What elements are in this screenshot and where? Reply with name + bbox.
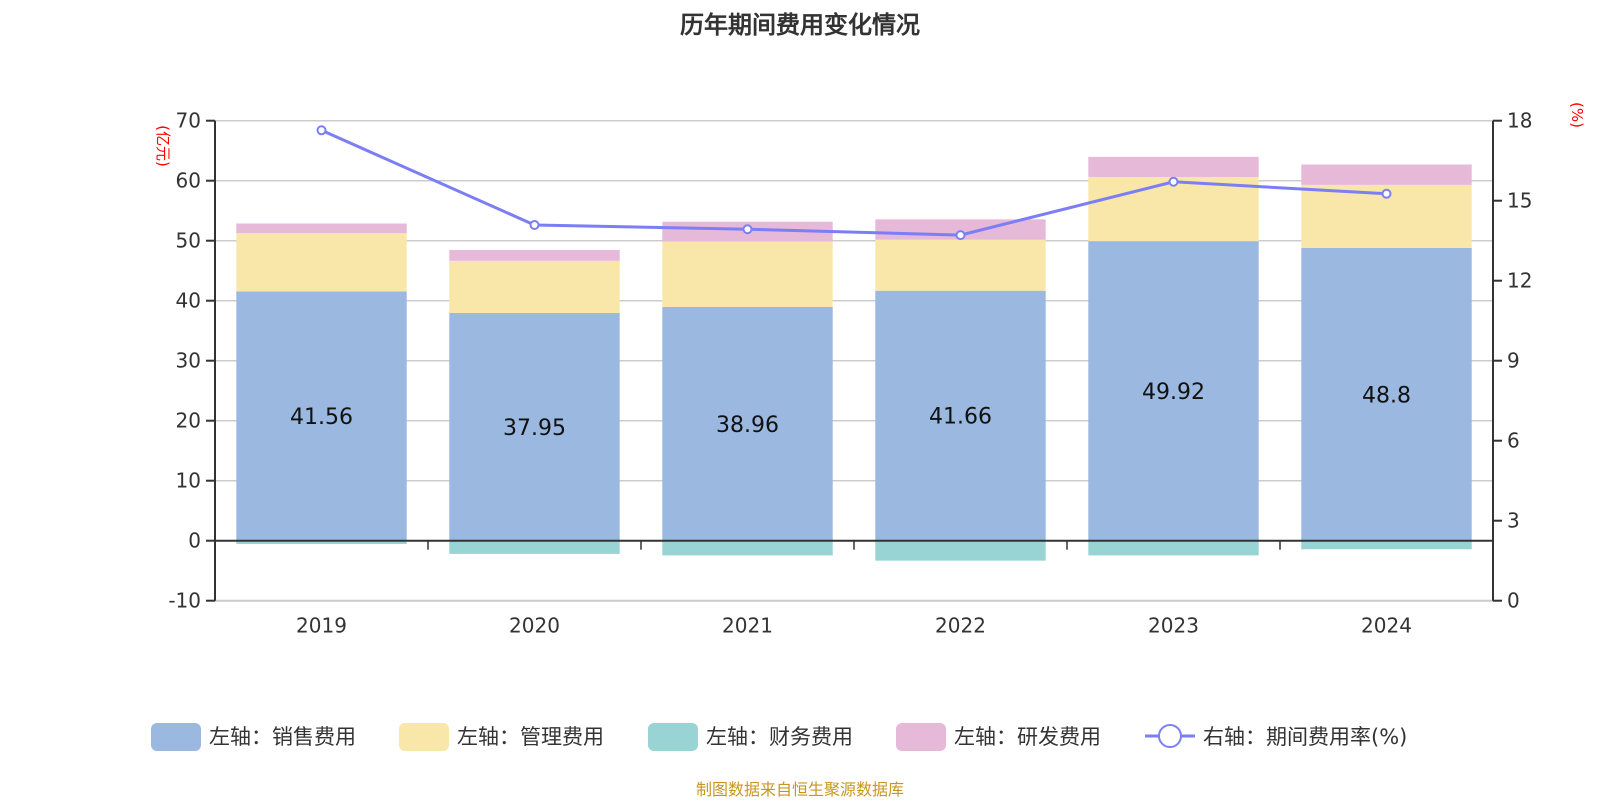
right-tick-label: 6 (1507, 429, 1520, 453)
bar-2019-s2 (236, 540, 407, 544)
bar-2023-s3 (1088, 156, 1259, 177)
left-tick-label: 50 (176, 229, 201, 253)
bar-2024-s2 (1301, 540, 1472, 550)
rate-point-2019 (316, 125, 327, 136)
bar-label: 48.8 (1362, 383, 1411, 408)
bar-2020-s1 (449, 260, 620, 313)
rate-point-2022 (955, 230, 966, 241)
bar-2019-s1 (236, 233, 407, 292)
left-tick-label: 10 (176, 469, 201, 493)
rate-point-2020 (529, 219, 540, 230)
bar-2019-s0 (236, 291, 407, 541)
legend-marker-icon (1158, 724, 1182, 748)
legend-swatch (151, 723, 201, 751)
bar-label: 49.92 (1142, 380, 1205, 405)
legend-item[interactable]: 左轴：销售费用 (151, 723, 356, 751)
bar-label: 37.95 (503, 416, 566, 441)
x-tick-label: 2023 (1148, 614, 1199, 638)
data-labels: 41.56 37.95 38.96 41.66 49.92 48.8 (290, 380, 1411, 441)
bar-2023-s2 (1088, 540, 1259, 556)
footer-source: 制图数据来自恒生聚源数据库 (696, 780, 904, 799)
bar-2021-s0 (662, 306, 833, 541)
bar-2021-s2 (662, 540, 833, 556)
bar-2020-s2 (449, 540, 620, 554)
legend-label: 左轴：财务费用 (706, 725, 853, 749)
legend-swatch (648, 723, 698, 751)
chart-title: 历年期间费用变化情况 (680, 11, 920, 39)
bars (236, 156, 1472, 561)
x-tick-label: 2020 (509, 614, 560, 638)
bar-2022-s0 (875, 290, 1046, 541)
x-tick-label: 2022 (935, 614, 986, 638)
left-tick-label: 70 (176, 109, 201, 133)
bar-2024-s0 (1301, 247, 1472, 541)
bar-2023-s1 (1088, 176, 1259, 242)
right-tick-label: 18 (1507, 109, 1532, 133)
x-tick-label: 2021 (722, 614, 773, 638)
legend-label: 左轴：管理费用 (457, 725, 604, 749)
x-tick-label: 2024 (1361, 614, 1412, 638)
right-tick-label: 0 (1507, 589, 1520, 613)
bar-2019-s3 (236, 223, 407, 234)
bar-2020-s0 (449, 313, 620, 541)
rate-line (316, 125, 1392, 241)
right-tick-label: 12 (1507, 269, 1532, 293)
bar-2023-s0 (1088, 241, 1259, 541)
left-tick-label: 40 (176, 289, 201, 313)
legend-label: 左轴：销售费用 (209, 725, 356, 749)
legend-label: 左轴：研发费用 (954, 725, 1101, 749)
right-tick-label: 9 (1507, 349, 1520, 373)
bar-label: 38.96 (716, 413, 779, 438)
bar-2021-s1 (662, 241, 833, 307)
left-tick-label: 30 (176, 349, 201, 373)
bar-2024-s3 (1301, 164, 1472, 185)
right-axis-unit: (%) (1568, 102, 1586, 128)
legend-label: 右轴：期间费用率(%) (1203, 725, 1407, 749)
axes: -10 0 10 20 30 40 50 60 70 0 3 6 9 12 15 18 2019 2020 2021… (168, 109, 1532, 638)
left-axis-unit: (亿元) (154, 125, 172, 167)
left-tick-label: 0 (188, 529, 201, 553)
bar-2020-s3 (449, 250, 620, 261)
left-tick-label: 60 (176, 169, 201, 193)
bar-label: 41.56 (290, 405, 353, 430)
bar-label: 41.66 (929, 405, 992, 430)
rate-point-2023 (1168, 176, 1179, 187)
rate-point-2021 (742, 224, 753, 235)
grid (215, 119, 1493, 602)
legend-item[interactable]: 左轴：财务费用 (648, 723, 853, 751)
legend-item[interactable]: 左轴：管理费用 (399, 723, 604, 751)
x-tick-label: 2019 (296, 614, 347, 638)
right-tick-label: 15 (1507, 189, 1532, 213)
legend-swatch (399, 723, 449, 751)
legend: 左轴：销售费用 左轴：管理费用 左轴：财务费用 左轴：研发费用 右轴：期间费用率(%) (151, 723, 1407, 751)
legend-item[interactable]: 左轴：研发费用 (896, 723, 1101, 751)
right-tick-label: 3 (1507, 509, 1520, 533)
left-tick-label: 20 (176, 409, 201, 433)
rate-point-2024 (1381, 188, 1392, 199)
left-tick-label: -10 (168, 589, 201, 613)
legend-item[interactable]: 右轴：期间费用率(%) (1145, 724, 1407, 749)
rate-line-path (320, 128, 1387, 237)
bar-2022-s1 (875, 239, 1046, 291)
legend-swatch (896, 723, 946, 751)
bar-2022-s2 (875, 540, 1046, 561)
